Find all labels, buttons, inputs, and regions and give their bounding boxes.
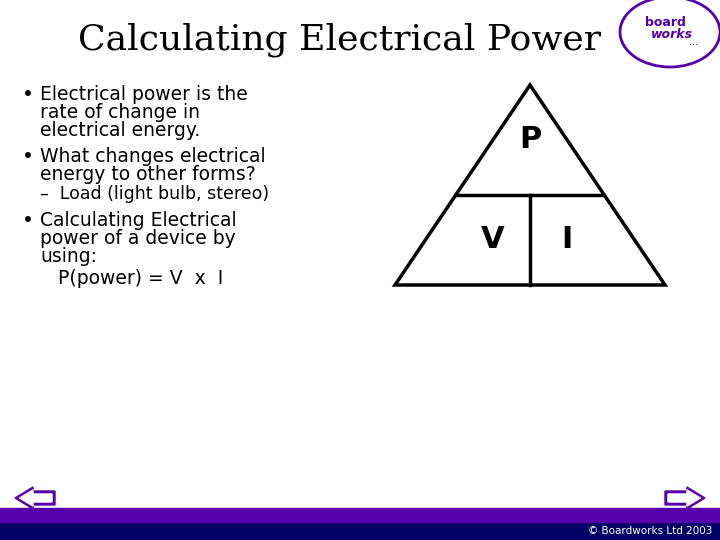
Text: electrical energy.: electrical energy. (40, 121, 200, 140)
Text: •: • (22, 147, 34, 166)
Text: •: • (22, 211, 34, 230)
Polygon shape (668, 490, 701, 506)
Text: works: works (651, 29, 693, 42)
Text: ...: ... (690, 37, 698, 47)
Text: energy to other forms?: energy to other forms? (40, 165, 256, 184)
Text: rate of change in: rate of change in (40, 103, 200, 122)
Text: –  Load (light bulb, stereo): – Load (light bulb, stereo) (40, 185, 269, 203)
Ellipse shape (620, 0, 720, 67)
Text: V: V (481, 226, 505, 254)
Text: © Boardworks Ltd 2003: © Boardworks Ltd 2003 (588, 526, 712, 536)
Text: Electrical power is the: Electrical power is the (40, 85, 248, 104)
Text: Calculating Electrical Power: Calculating Electrical Power (78, 23, 601, 57)
Text: board: board (644, 16, 685, 29)
Polygon shape (15, 487, 55, 509)
Bar (0, 522, 720, 540)
Bar (0, 508, 720, 522)
Text: •: • (22, 85, 34, 104)
Text: power of a device by: power of a device by (40, 229, 235, 248)
Polygon shape (665, 487, 705, 509)
Text: I: I (562, 226, 573, 254)
Polygon shape (19, 490, 52, 506)
Text: P: P (519, 125, 541, 154)
Text: P(power) = V  x  I: P(power) = V x I (40, 269, 223, 288)
Text: using:: using: (40, 247, 97, 266)
Text: Calculating Electrical: Calculating Electrical (40, 211, 237, 230)
Text: What changes electrical: What changes electrical (40, 147, 266, 166)
